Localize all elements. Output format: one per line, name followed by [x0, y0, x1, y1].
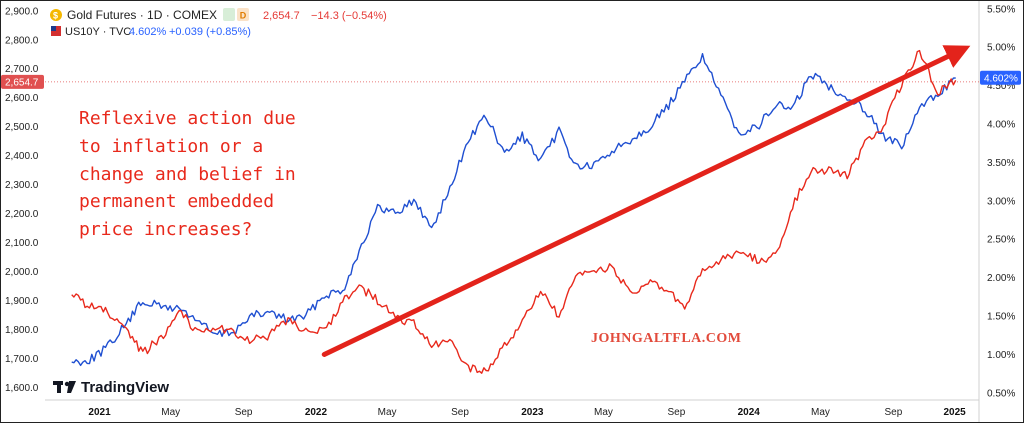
- legend-us10y[interactable]: US10Y · TVC 4.602% +0.039 (+0.85%): [51, 26, 251, 38]
- annotation-line-4: permanent embedded: [79, 191, 274, 212]
- annotation-line-3: change and belief in: [79, 164, 296, 185]
- watermark-text: JOHNGALTFLA.COM: [591, 331, 742, 346]
- x-tick-label: Sep: [885, 407, 903, 418]
- us10y-price-tag-text: 4.602%: [984, 73, 1018, 84]
- gold-legend-price: 2,654.7: [263, 10, 300, 22]
- right-tick-label: 5.50%: [987, 4, 1015, 15]
- annotation-line-1: Reflexive action due: [79, 108, 296, 129]
- right-tick-label: 4.00%: [987, 120, 1015, 131]
- left-tick-label: 1,600.0: [5, 383, 39, 394]
- tv-logo-stem-icon: [57, 381, 61, 393]
- annotation-line-5: price increases?: [79, 219, 252, 240]
- left-tick-label: 2,600.0: [5, 93, 39, 104]
- us-flag-canton: [51, 26, 56, 31]
- right-tick-label: 5.00%: [987, 43, 1015, 54]
- left-tick-label: 2,000.0: [5, 267, 39, 278]
- x-tick-label: Sep: [668, 407, 686, 418]
- right-tick-label: 4.50%: [987, 81, 1015, 92]
- right-tick-label: 2.50%: [987, 235, 1015, 246]
- right-tick-label: 3.00%: [987, 196, 1015, 207]
- x-tick-label: May: [594, 407, 613, 418]
- tv-logo-dot-icon: [64, 381, 70, 387]
- annotation-text: Reflexive action due to inflation or a c…: [79, 108, 296, 240]
- gold-badge-orange-text: D: [240, 11, 247, 21]
- left-tick-label: 2,300.0: [5, 180, 39, 191]
- right-tick-label: 1.50%: [987, 312, 1015, 323]
- x-tick-label: 2023: [521, 407, 544, 418]
- gold-legend-title: Gold Futures · 1D · COMEX: [67, 8, 217, 22]
- x-tick-label: 2024: [738, 407, 761, 418]
- us10y-price-tag: 4.602%: [980, 70, 1021, 85]
- gold-coin-glyph: $: [53, 11, 58, 21]
- right-axis-ticks: 0.50% 1.00% 1.50% 2.00% 2.50% 3.00% 3.50% 4.00%…: [987, 4, 1015, 399]
- left-tick-label: 2,800.0: [5, 35, 39, 46]
- left-tick-label: 2,500.0: [5, 122, 39, 133]
- legend-gold[interactable]: $ Gold Futures · 1D · COMEX D 2,654.7 −1…: [50, 8, 387, 22]
- left-tick-label: 2,100.0: [5, 238, 39, 249]
- left-tick-label: 1,900.0: [5, 296, 39, 307]
- x-tick-label: May: [378, 407, 397, 418]
- right-tick-label: 2.00%: [987, 273, 1015, 284]
- left-tick-label: 2,200.0: [5, 209, 39, 220]
- tv-logo-text: TradingView: [81, 379, 169, 396]
- us10y-legend-change: +0.039 (+0.85%): [169, 26, 251, 38]
- annotation-line-2: to inflation or a: [79, 136, 263, 157]
- series-line-gold: [71, 49, 957, 374]
- gold-badge-orange: [237, 8, 249, 21]
- x-tick-label: 2025: [943, 407, 966, 418]
- x-tick-label: Sep: [451, 407, 469, 418]
- trend-arrow: [321, 45, 971, 357]
- series-layer: [71, 49, 957, 374]
- tv-logo-slash-icon: [67, 381, 76, 393]
- x-tick-label: Sep: [235, 407, 253, 418]
- gold-price-tag-text: 2,654.7: [5, 77, 39, 88]
- left-tick-label: 1,700.0: [5, 354, 39, 365]
- us10y-legend-value: 4.602%: [129, 26, 167, 38]
- gold-legend-change: −14.3 (−0.54%): [311, 10, 387, 22]
- left-tick-label: 2,400.0: [5, 151, 39, 162]
- left-tick-label: 2,900.0: [5, 6, 39, 17]
- left-tick-label: 1,800.0: [5, 325, 39, 336]
- x-axis-ticks: 2021 May Sep 2022 May Sep 2023 May Sep 2024 May Sep…: [88, 407, 966, 418]
- x-tick-label: May: [161, 407, 180, 418]
- gold-badge-green: [223, 8, 235, 21]
- gold-price-tag: 2,654.7: [1, 74, 44, 89]
- left-axis-ticks: 1,600.0 1,700.0 1,800.0 1,900.0 2,000.0 2,100…: [5, 6, 39, 394]
- x-tick-label: May: [811, 407, 830, 418]
- x-tick-label: 2022: [305, 407, 328, 418]
- left-tick-label: 2,700.0: [5, 64, 39, 75]
- right-tick-label: 3.50%: [987, 158, 1015, 169]
- gold-coin-icon: [50, 9, 62, 21]
- us10y-legend-title: US10Y · TVC: [65, 26, 131, 38]
- right-tick-label: 1.00%: [987, 350, 1015, 361]
- tradingview-logo: TradingView: [53, 379, 169, 396]
- x-tick-label: 2021: [88, 407, 111, 418]
- right-tick-label: 0.50%: [987, 388, 1015, 399]
- series-line-us10y: [71, 53, 956, 367]
